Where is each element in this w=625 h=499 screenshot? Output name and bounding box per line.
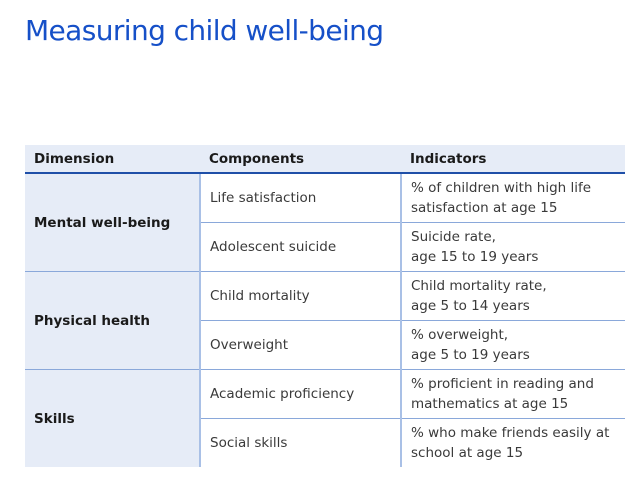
header-dimension: Dimension	[25, 145, 200, 174]
indicator-line: mathematics at age 15	[411, 396, 569, 412]
header-indicators: Indicators	[401, 145, 625, 174]
indicator-line: Suicide rate,	[411, 229, 496, 245]
indicator-cell: % who make friends easily at school at ag…	[401, 419, 625, 468]
table-row: Overweight % overweight, age 5 to 19 year…	[25, 320, 625, 370]
table-row: Social skills % who make friends easily …	[25, 418, 625, 468]
indicator-cell: % proficient in reading and mathematics a…	[401, 369, 625, 419]
indicator-cell: % of children with high life satisfaction…	[401, 173, 625, 223]
indicator-line: age 5 to 19 years	[411, 347, 530, 363]
indicator-line: % proficient in reading and	[411, 376, 594, 392]
component-cell: Life satisfaction	[200, 173, 402, 223]
component-cell: Child mortality	[200, 271, 402, 321]
dimension-cell: Skills	[25, 369, 201, 467]
component-cell: Overweight	[200, 320, 402, 370]
table-row: Mental well-being Life satisfaction % of…	[25, 173, 625, 272]
header-row: Dimension Components Indicators	[25, 145, 625, 174]
component-cell: Academic proficiency	[200, 369, 402, 419]
well-being-table: Dimension Components Indicators Mental w…	[25, 145, 625, 467]
indicator-line: satisfaction at age 15	[411, 200, 558, 216]
component-cell: Social skills	[200, 418, 402, 467]
header-components: Components	[200, 145, 401, 174]
indicator-cell: Child mortality rate, age 5 to 14 years	[401, 271, 625, 321]
table-row: Adolescent suicide Suicide rate, age 15 t…	[25, 222, 625, 272]
indicator-cell: % overweight, age 5 to 19 years	[401, 320, 625, 370]
indicator-line: % who make friends easily at	[411, 425, 610, 441]
indicator-line: % of children with high life	[411, 180, 592, 196]
table-row: Physical health Child mortality Child mo…	[25, 271, 625, 370]
indicator-line: Child mortality rate,	[411, 278, 547, 294]
page-title: Measuring child well-being	[25, 14, 384, 47]
indicator-cell: Suicide rate, age 15 to 19 years	[401, 222, 625, 272]
indicator-line: school at age 15	[411, 445, 524, 461]
indicator-line: age 5 to 14 years	[411, 298, 530, 314]
dimension-cell: Physical health	[25, 271, 201, 370]
component-cell: Adolescent suicide	[200, 222, 402, 272]
table-row: Skills Academic proficiency % proficient…	[25, 369, 625, 467]
indicator-line: % overweight,	[411, 327, 509, 343]
indicator-line: age 15 to 19 years	[411, 249, 539, 265]
dimension-cell: Mental well-being	[25, 173, 201, 272]
